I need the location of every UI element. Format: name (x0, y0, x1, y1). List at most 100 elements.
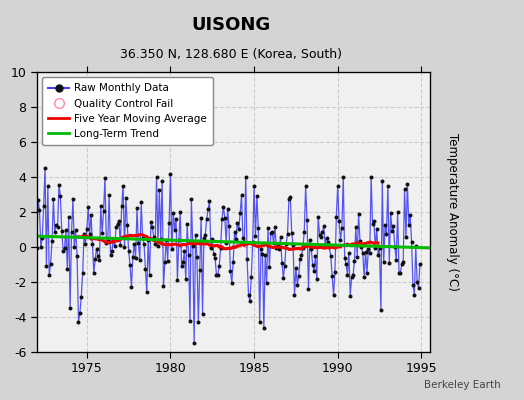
Point (416, 261, 424, 267)
Point (407, 238, 416, 245)
Point (276, 234, 285, 240)
Point (373, 226, 381, 232)
Point (151, 240, 159, 247)
Legend: Raw Monthly Data, Quality Control Fail, Five Year Moving Average, Long-Term Tren: Raw Monthly Data, Quality Control Fail, … (42, 77, 213, 145)
Point (317, 233, 325, 240)
Point (250, 182, 258, 189)
Point (112, 224, 121, 230)
Point (170, 227, 179, 233)
Point (205, 198, 214, 204)
Point (133, 205, 141, 211)
Point (254, 225, 263, 231)
Point (261, 252, 269, 259)
Point (358, 250, 367, 256)
Point (227, 280, 236, 286)
Point (240, 238, 248, 245)
Point (375, 245, 384, 251)
Point (297, 252, 305, 258)
Point (168, 246, 176, 252)
Point (37, 244, 45, 251)
Point (400, 186, 409, 192)
Point (38, 234, 47, 241)
Point (280, 262, 289, 269)
Point (318, 229, 326, 235)
Point (347, 274, 356, 280)
Point (49, 196, 58, 202)
Point (123, 222, 132, 228)
Point (208, 236, 216, 242)
Point (269, 240, 278, 246)
Point (374, 252, 383, 258)
Point (80, 230, 88, 237)
Point (325, 244, 334, 250)
Point (130, 241, 138, 247)
Point (349, 272, 357, 278)
Point (122, 195, 130, 201)
Point (60, 244, 69, 251)
Point (88, 240, 96, 247)
Point (286, 194, 294, 200)
Point (236, 210, 244, 216)
Point (405, 222, 413, 228)
Point (402, 234, 410, 241)
Point (105, 192, 113, 198)
Point (126, 262, 134, 268)
Point (41, 165, 49, 172)
Text: 36.350 N, 128.680 E (Korea, South): 36.350 N, 128.680 E (Korea, South) (119, 48, 342, 61)
Point (117, 203, 126, 210)
Point (326, 253, 335, 259)
Point (353, 253, 362, 260)
Point (219, 204, 227, 210)
Point (83, 226, 91, 232)
Point (169, 209, 178, 216)
Point (148, 224, 157, 230)
Point (378, 177, 387, 184)
Point (212, 272, 221, 278)
Point (51, 228, 59, 235)
Point (233, 220, 242, 226)
Point (336, 237, 345, 243)
Point (300, 229, 309, 235)
Point (315, 231, 324, 238)
Point (388, 228, 396, 234)
Point (95, 257, 104, 264)
Text: UISONG: UISONG (191, 16, 270, 34)
Point (132, 255, 140, 261)
Point (223, 206, 232, 212)
Point (197, 214, 205, 221)
Y-axis label: Temperature Anomaly (°C): Temperature Anomaly (°C) (446, 133, 460, 291)
Point (360, 273, 368, 280)
Point (342, 260, 350, 267)
Point (333, 182, 342, 189)
Point (149, 234, 158, 240)
Point (159, 283, 168, 289)
Point (187, 196, 195, 202)
Point (364, 246, 373, 252)
Point (320, 223, 328, 230)
Point (274, 241, 282, 247)
Point (322, 234, 331, 241)
Point (363, 269, 371, 276)
Point (90, 270, 98, 276)
Point (346, 292, 354, 299)
Point (267, 230, 275, 236)
Point (204, 206, 212, 212)
Point (282, 241, 290, 247)
Point (414, 284, 423, 291)
Point (309, 261, 317, 268)
Point (39, 203, 48, 209)
Point (201, 232, 210, 238)
Point (155, 187, 163, 193)
Point (225, 223, 233, 229)
Point (341, 255, 349, 261)
Point (116, 242, 125, 248)
Point (176, 209, 184, 216)
Point (265, 264, 274, 270)
Point (239, 234, 247, 241)
Point (62, 227, 70, 234)
Point (200, 235, 208, 241)
Point (310, 268, 318, 274)
Point (279, 275, 288, 281)
Point (409, 281, 417, 288)
Point (179, 259, 187, 266)
